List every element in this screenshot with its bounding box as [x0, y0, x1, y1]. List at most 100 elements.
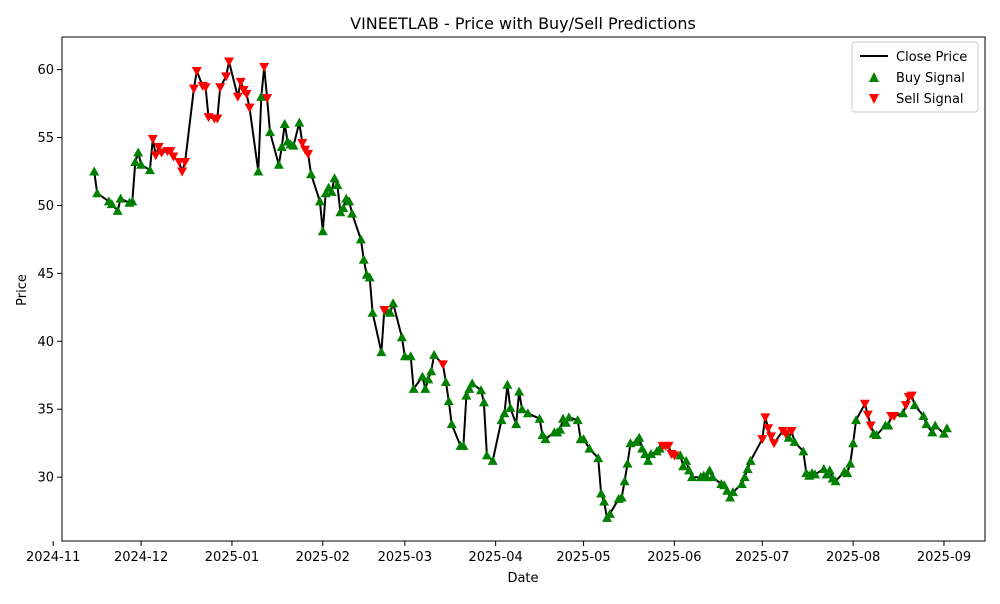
sell-signal-marker [437, 360, 448, 370]
axes: 2024-11 2024-12 2025-01 2025-02 2025-03 2025-… [26, 36, 986, 565]
buy-signal-marker [572, 415, 583, 425]
sell-signal-marker [180, 157, 191, 167]
sell-signal-marker [244, 103, 255, 113]
buy-signal-marker [810, 469, 821, 479]
buy-signal-marker [487, 455, 498, 465]
buy-signal-marker [918, 411, 929, 421]
buy-signal-marker [467, 378, 478, 388]
sell-signal-marker [156, 148, 167, 158]
buy-signal-marker [317, 226, 328, 236]
y-tick-label: 50 [37, 199, 54, 214]
x-tick-label: 2025-06 [647, 550, 701, 565]
sell-signal-marker [900, 401, 911, 411]
sell-signal-marker [669, 451, 680, 461]
sell-signal-marker [147, 134, 158, 144]
buy-signal-marker [645, 449, 656, 459]
buy-signal-marker [522, 408, 533, 418]
sell-signal-marker [191, 66, 202, 76]
sell-signal-marker [259, 62, 270, 72]
x-tick-label: 2025-07 [735, 550, 789, 565]
sell-signal-marker [906, 391, 917, 401]
buy-signal-marker [265, 127, 276, 137]
buy-signal-marker [555, 424, 566, 434]
legend-buy-label: Buy Signal [896, 71, 965, 86]
buy-signal-marker [845, 458, 856, 468]
x-tick-label: 2025-08 [826, 550, 880, 565]
buy-signal-marker [279, 118, 290, 128]
sell-signal-marker [221, 72, 232, 82]
buy-signal-marker [446, 419, 457, 429]
buy-signal-marker [830, 476, 841, 486]
buy-signal-marker [364, 272, 375, 282]
buy-signal-marker [511, 419, 522, 429]
buy-signal-marker [505, 402, 516, 412]
buy-signal-marker [604, 508, 615, 518]
sell-signal-marker [663, 441, 674, 451]
buy-signal-marker [675, 450, 686, 460]
sell-signal-marker [862, 410, 873, 420]
buy-signal-marker [619, 476, 630, 486]
buy-signal-marker [355, 234, 366, 244]
buy-signal-marker [429, 349, 440, 359]
buy-signal-marker [314, 196, 325, 206]
buy-signal-marker [344, 196, 355, 206]
buy-signal-marker [883, 420, 894, 430]
sell-signal-marker [766, 432, 777, 442]
buy-signal-marker [476, 385, 487, 395]
buy-signal-marker [396, 332, 407, 342]
buy-signal-marker [405, 351, 416, 361]
sell-signal-marker [780, 429, 791, 439]
y-tick-label: 35 [37, 403, 54, 418]
buy-signal-marker [681, 455, 692, 465]
y-axis-title: Price [15, 274, 30, 306]
x-tick-label: 2024-11 [26, 550, 80, 565]
buy-signal-marker [745, 455, 756, 465]
buy-signal-marker [464, 383, 475, 393]
buy-signal-marker [347, 208, 358, 218]
buy-signal-marker [704, 465, 715, 475]
buy-signal-marker [276, 142, 287, 152]
buy-signal-marker [502, 379, 513, 389]
buy-signal-marker [707, 472, 718, 482]
sell-signal-marker [232, 92, 243, 102]
buy-signal-marker [517, 404, 528, 414]
sell-signal-marker [859, 399, 870, 409]
buy-signal-marker [273, 159, 284, 169]
legend-buy-triangle-icon [869, 72, 879, 82]
buy-signal-marker [789, 436, 800, 446]
buy-signal-marker [426, 366, 437, 376]
sell-signal-marker [200, 83, 211, 93]
buy-signal-marker [684, 465, 695, 475]
buy-signal-marker [728, 487, 739, 497]
buy-signal-marker [408, 383, 419, 393]
buy-signal-marker [326, 186, 337, 196]
buy-signal-marker [643, 455, 654, 465]
buy-signal-marker [253, 166, 264, 176]
sell-signal-marker [168, 152, 179, 162]
buy-signal-marker [930, 420, 941, 430]
buy-signal-marker [897, 408, 908, 418]
sell-signal-marker [188, 84, 199, 94]
buy-signal-marker [256, 91, 267, 101]
plot-area [89, 57, 952, 522]
buy-signal-marker [634, 432, 645, 442]
buy-signal-marker [115, 193, 126, 203]
x-tick-label: 2024-12 [114, 550, 168, 565]
buy-signal-marker [560, 417, 571, 427]
buy-signal-marker [622, 458, 633, 468]
buy-signal-marker [458, 440, 469, 450]
x-tick-label: 2025-02 [296, 550, 350, 565]
buy-signal-marker [686, 472, 697, 482]
buy-signal-marker [130, 156, 141, 166]
sell-signal-marker [760, 413, 771, 423]
buy-signal-marker [443, 396, 454, 406]
y-tick-label: 30 [37, 471, 54, 486]
buy-signal-marker [941, 423, 952, 433]
y-tick-label: 55 [37, 131, 54, 146]
buy-signal-marker [144, 165, 155, 175]
buy-signal-marker [722, 485, 733, 495]
buy-signal-marker [736, 478, 747, 488]
buy-signal-marker [388, 298, 399, 308]
